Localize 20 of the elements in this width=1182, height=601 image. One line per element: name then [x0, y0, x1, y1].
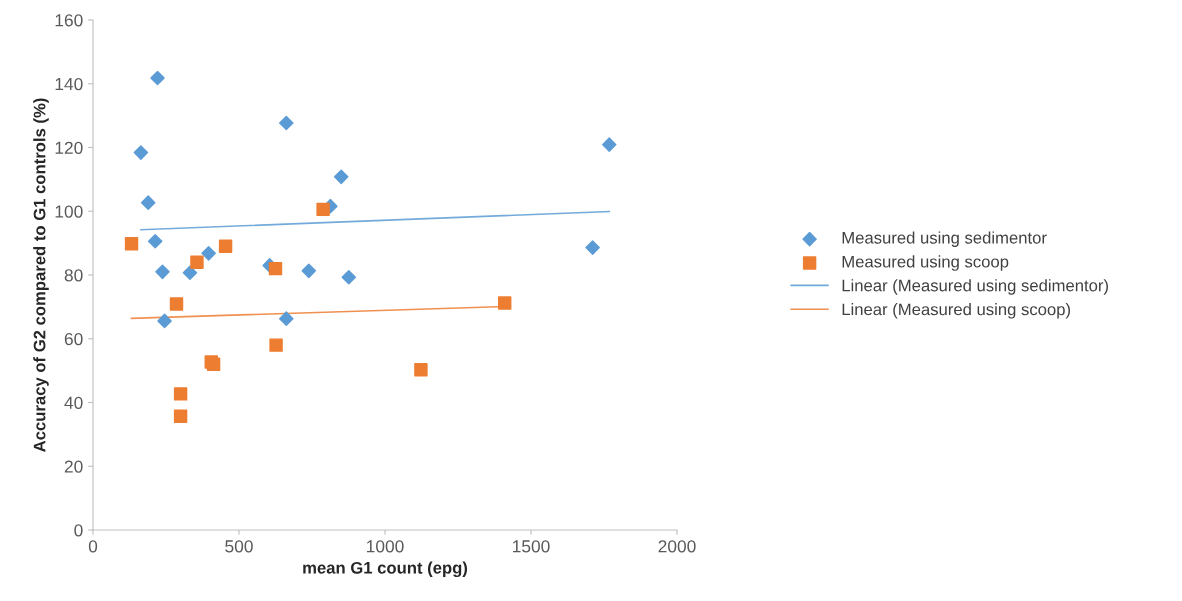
x-tick-label: 0 — [88, 540, 98, 553]
y-tick-label: 0 — [74, 524, 83, 537]
legend-label: Measured using sedimentor — [842, 231, 1047, 247]
x-axis-title: mean G1 count (epg) — [303, 561, 468, 578]
y-tick-label: 100 — [55, 205, 83, 218]
legend-label: Linear (Measured using scoop) — [842, 303, 1070, 319]
x-tick-label: 500 — [225, 540, 253, 553]
y-axis-title: Accuracy of G2 compared to G1 controls (%) — [33, 98, 49, 452]
legend-label: Measured using scoop — [842, 255, 1009, 271]
y-tick-label: 120 — [55, 141, 83, 154]
x-tick-label: 2000 — [658, 540, 696, 553]
y-tick-label: 160 — [55, 14, 83, 27]
x-tick-label: 1000 — [367, 540, 404, 553]
y-tick-label: 140 — [55, 77, 83, 91]
x-tick-label: 1500 — [513, 540, 550, 553]
y-tick-label: 40 — [64, 396, 83, 409]
y-tick-label: 80 — [64, 269, 83, 282]
legend-label: Linear (Measured using sedimentor) — [842, 279, 1108, 295]
y-tick-label: 60 — [64, 332, 83, 346]
y-tick-label: 20 — [64, 460, 83, 473]
